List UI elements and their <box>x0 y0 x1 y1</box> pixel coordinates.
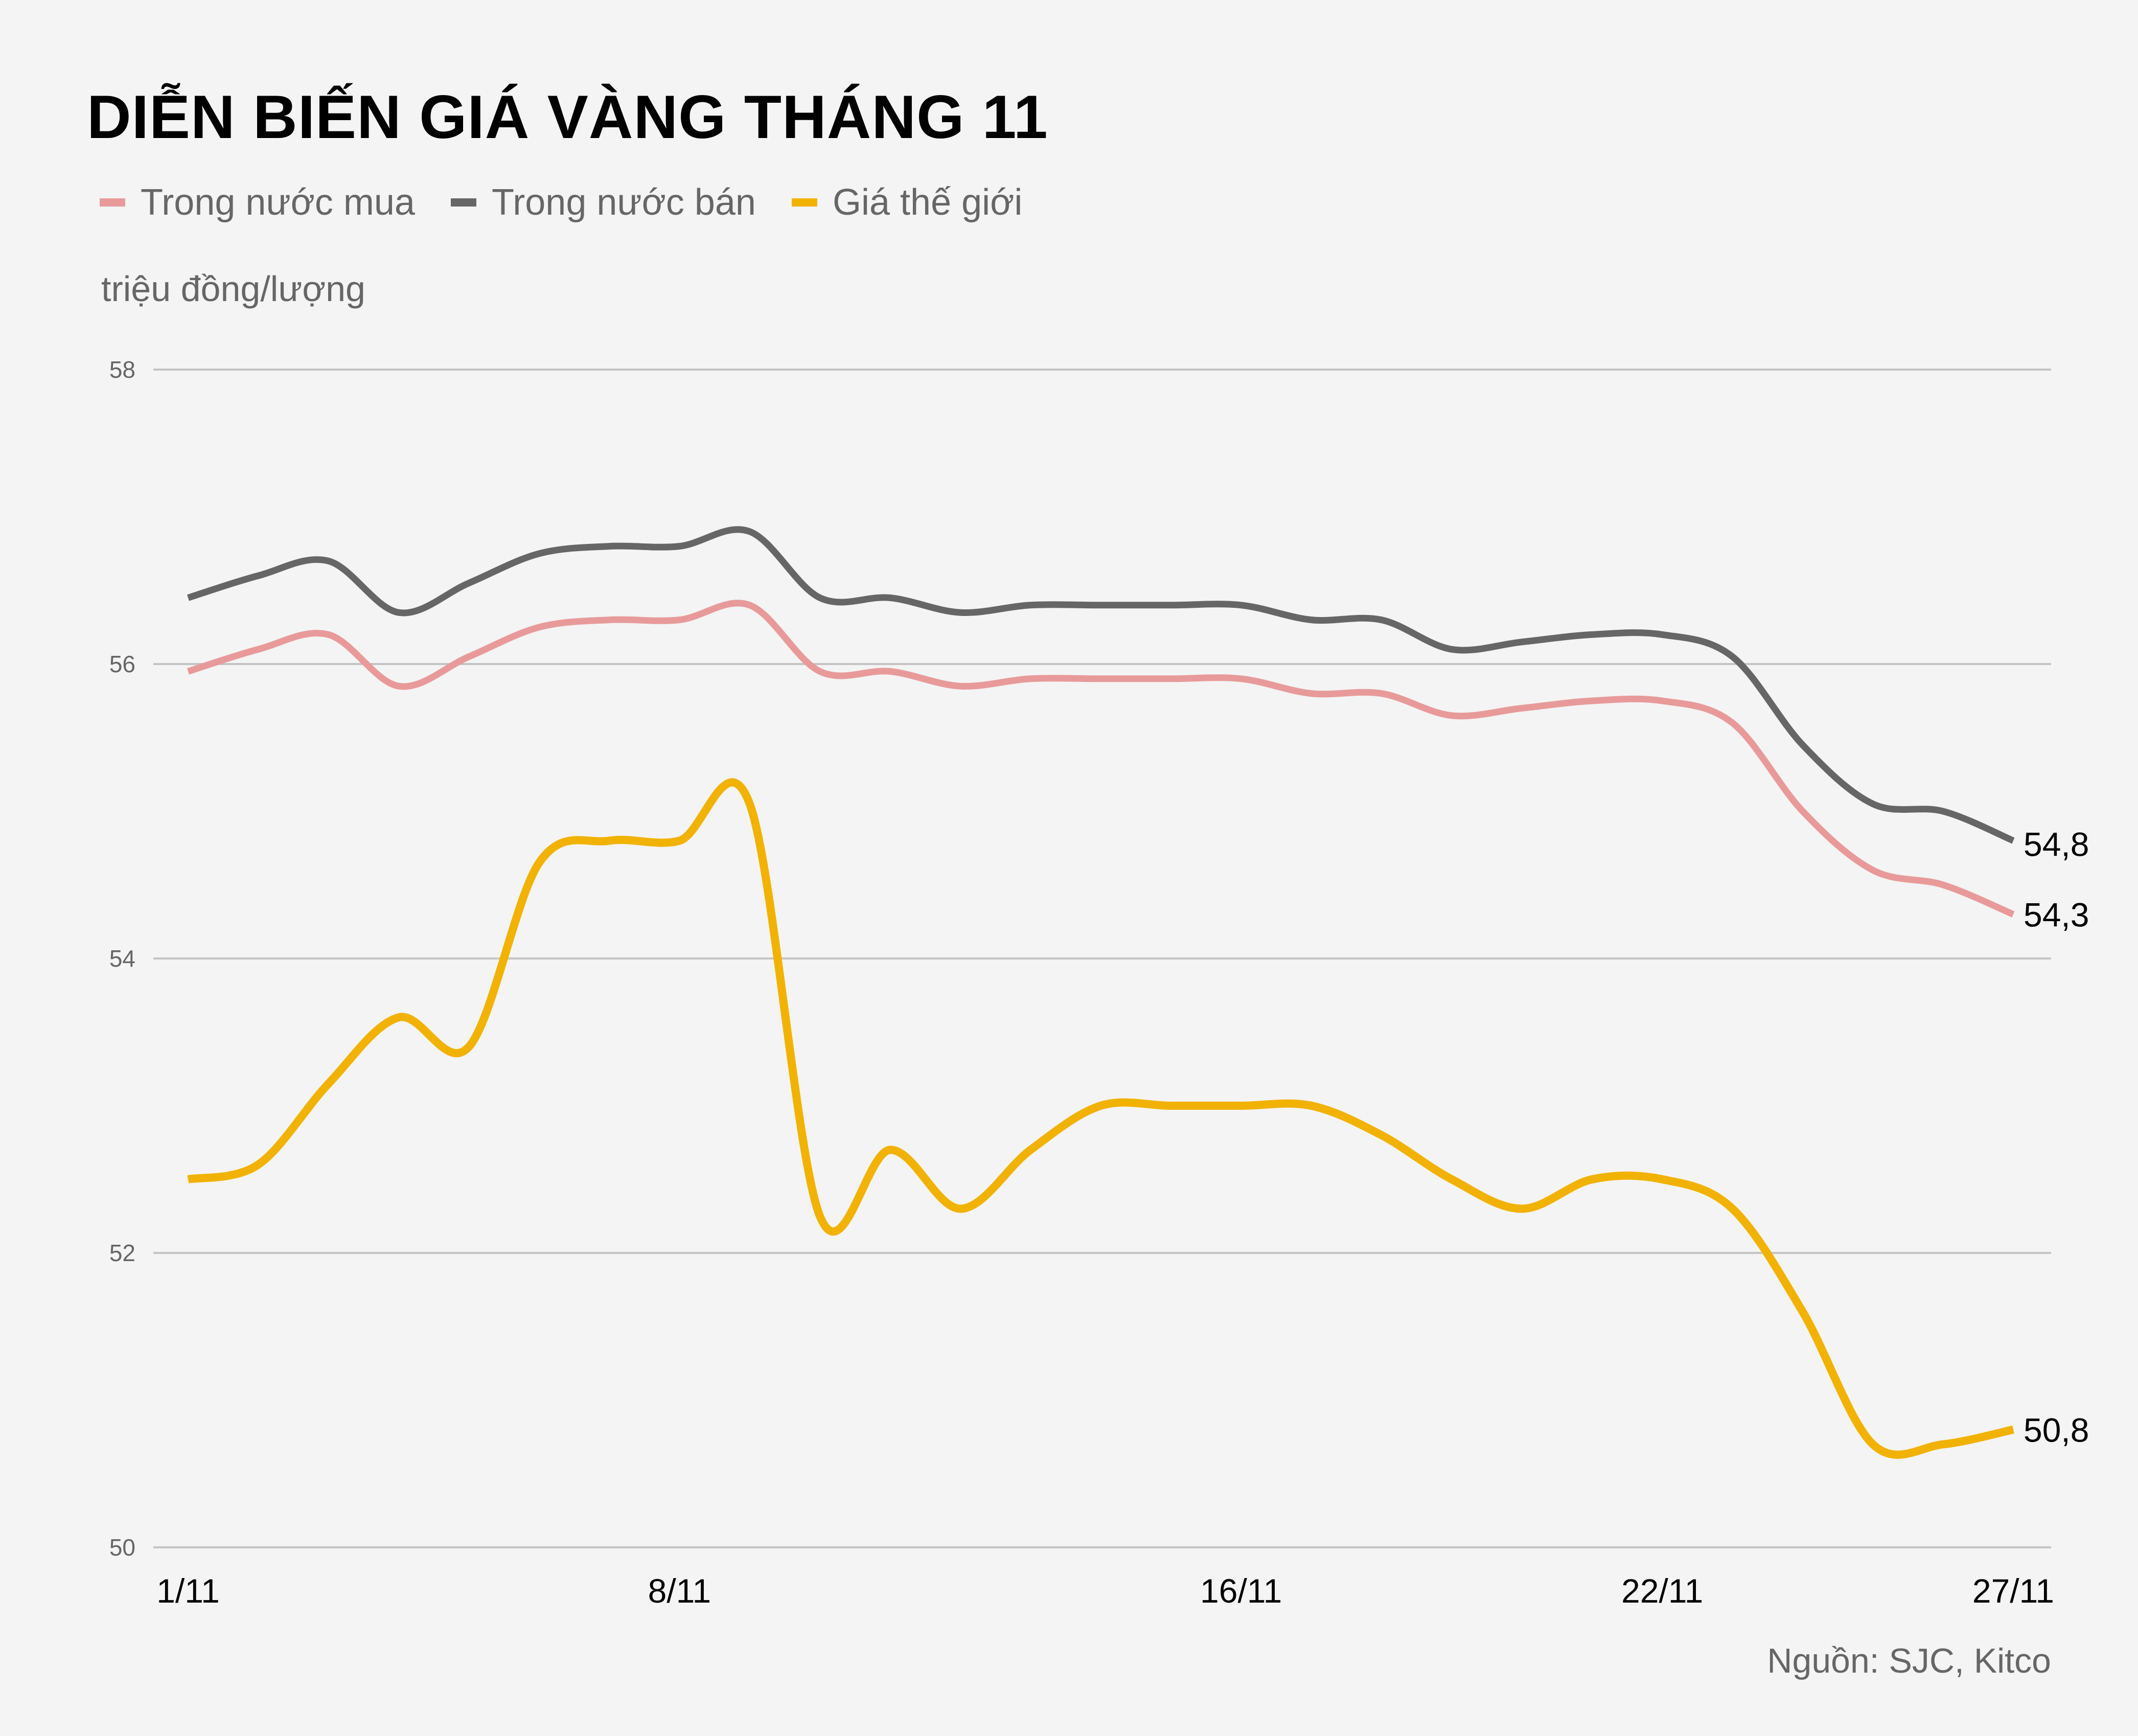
series-line-3 <box>187 778 2014 1459</box>
chart-title: DIỄN BIẾN GIÁ VÀNG THÁNG 11 <box>87 83 1048 151</box>
y-tick-label: 52 <box>109 1240 135 1266</box>
end-value-label: 50,8 <box>2024 1411 2089 1449</box>
legend-item-sell: Trong nước bán <box>450 181 756 223</box>
legend-swatch-buy <box>100 198 125 207</box>
x-tick-label: 8/11 <box>648 1572 711 1610</box>
y-tick-label: 54 <box>109 945 135 972</box>
y-tick-label: 58 <box>109 356 135 383</box>
legend-item-world: Giá thế giới <box>791 181 1023 223</box>
series-line-1 <box>187 600 2015 918</box>
x-tick-label: 1/11 <box>156 1572 220 1610</box>
legend-label-world: Giá thế giới <box>832 182 1023 223</box>
x-tick-label: 16/11 <box>1200 1572 1282 1610</box>
legend-label-buy: Trong nước mua <box>141 182 415 223</box>
legend: Trong nước mua Trong nước bán Giá thế gi… <box>100 181 1022 223</box>
y-tick-label: 56 <box>109 651 135 677</box>
y-axis-unit: triệu đồng/lượng <box>101 269 365 309</box>
x-tick-label: 22/11 <box>1621 1572 1703 1610</box>
end-value-label: 54,8 <box>2024 826 2089 863</box>
legend-item-buy: Trong nước mua <box>100 181 415 223</box>
legend-swatch-sell <box>450 198 476 207</box>
y-tick-label: 50 <box>109 1534 135 1561</box>
legend-label-sell: Trong nước bán <box>491 182 756 223</box>
end-value-label: 54,3 <box>2024 896 2089 934</box>
source-note: Nguồn: SJC, Kitco <box>1767 1641 2051 1680</box>
x-tick-label: 27/11 <box>1972 1572 2054 1610</box>
series-line-2 <box>187 526 2015 844</box>
legend-swatch-world <box>791 198 817 207</box>
